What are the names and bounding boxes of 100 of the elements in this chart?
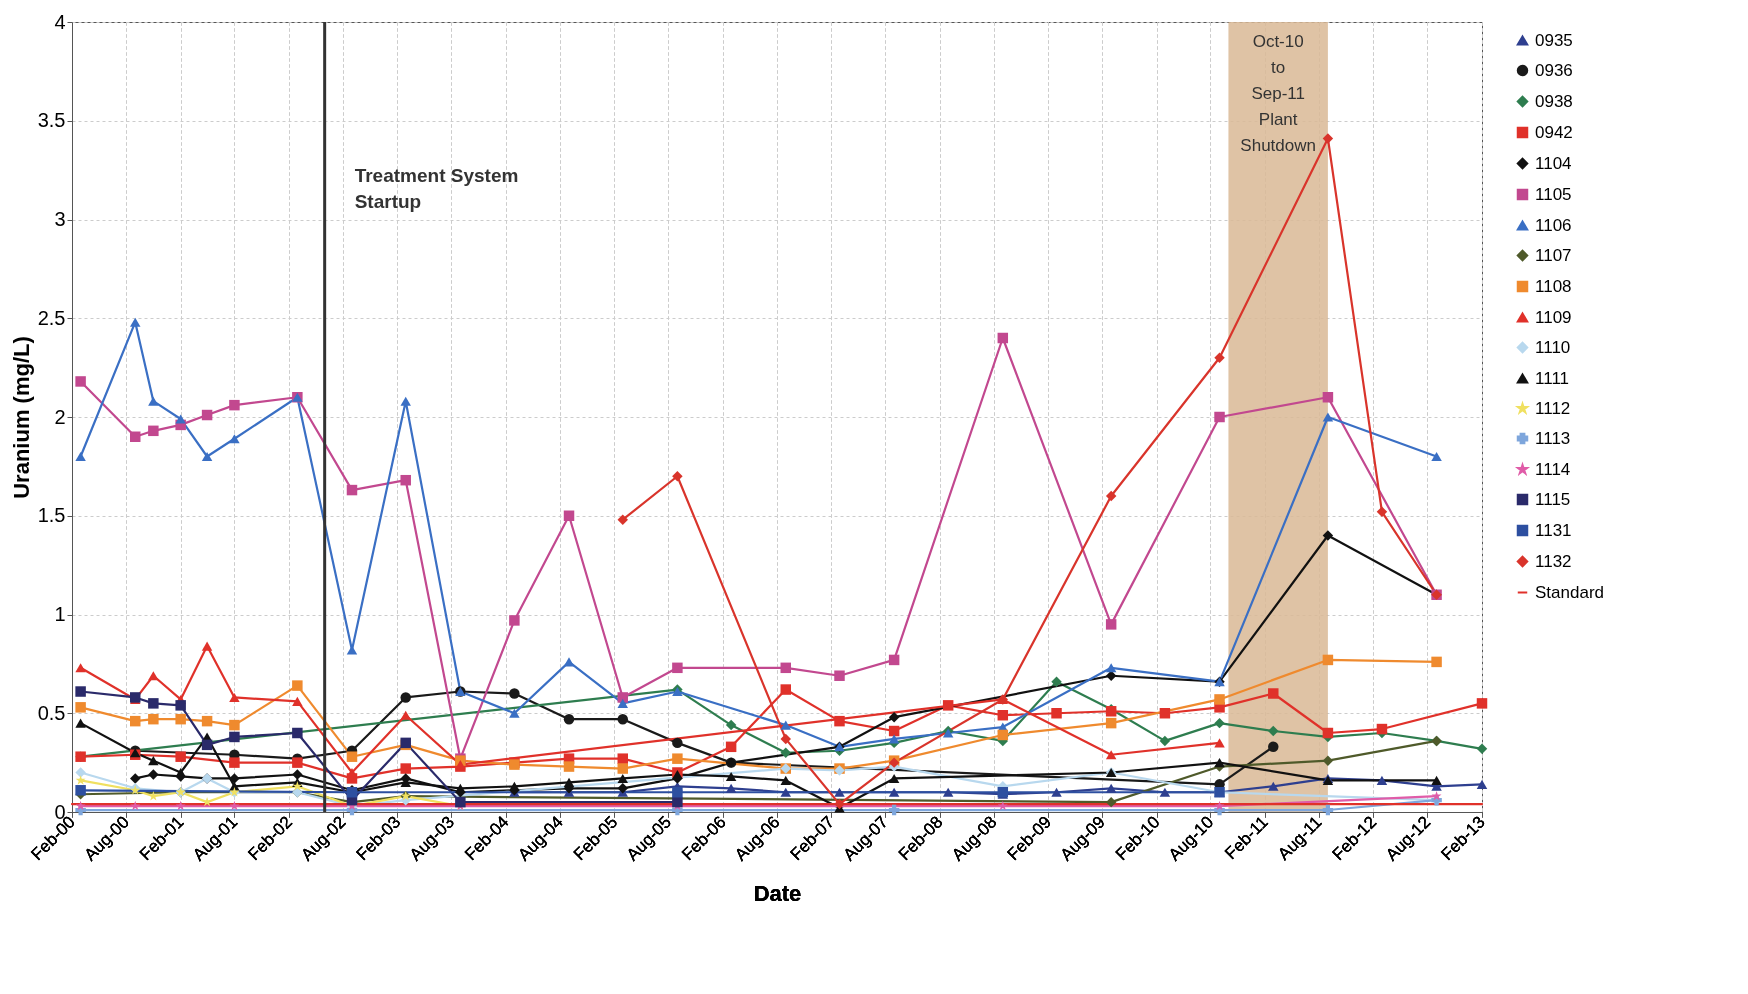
legend-label: 0938 bbox=[1535, 91, 1573, 111]
point bbox=[725, 783, 737, 793]
legend-label: 1112 bbox=[1535, 398, 1571, 418]
point bbox=[1051, 708, 1062, 719]
point bbox=[672, 753, 683, 764]
point bbox=[148, 425, 159, 437]
point bbox=[672, 662, 683, 674]
point bbox=[888, 804, 900, 816]
point bbox=[346, 484, 358, 496]
point bbox=[672, 737, 683, 749]
point bbox=[175, 751, 186, 762]
point bbox=[1159, 708, 1171, 719]
point bbox=[346, 751, 358, 762]
point bbox=[1159, 787, 1171, 797]
y-tick-label: 2.5 bbox=[37, 306, 66, 329]
point bbox=[75, 451, 86, 462]
point bbox=[75, 767, 86, 778]
point bbox=[75, 800, 86, 811]
point bbox=[130, 800, 141, 811]
point bbox=[229, 731, 240, 743]
band-label: Oct-10 to Sep-11 Plant Shutdown bbox=[1240, 32, 1316, 155]
point bbox=[229, 719, 240, 731]
point bbox=[942, 787, 954, 797]
point bbox=[1214, 352, 1225, 363]
point bbox=[292, 769, 303, 780]
point bbox=[75, 376, 86, 387]
legend-label: 1113 bbox=[1535, 428, 1571, 448]
point bbox=[1105, 783, 1117, 793]
point bbox=[1268, 781, 1279, 791]
point bbox=[1268, 725, 1279, 737]
point bbox=[1322, 133, 1334, 144]
point bbox=[1376, 506, 1388, 518]
legend-label: 1104 bbox=[1535, 153, 1572, 173]
point bbox=[997, 729, 1009, 741]
point bbox=[509, 688, 520, 699]
point bbox=[834, 798, 845, 810]
point bbox=[617, 763, 628, 774]
point bbox=[75, 775, 86, 785]
point bbox=[400, 710, 411, 720]
legend-label: 0942 bbox=[1535, 122, 1573, 142]
point bbox=[148, 769, 159, 780]
point bbox=[563, 510, 575, 521]
point bbox=[1431, 656, 1442, 668]
point bbox=[563, 713, 575, 725]
point bbox=[780, 787, 791, 797]
point bbox=[1476, 743, 1488, 755]
point bbox=[1105, 796, 1117, 808]
point bbox=[617, 713, 628, 725]
point bbox=[130, 317, 141, 327]
point bbox=[997, 709, 1009, 721]
y-tick-label: 1.5 bbox=[37, 504, 66, 527]
point bbox=[780, 733, 791, 745]
legend-label: 1132 bbox=[1535, 551, 1572, 571]
point bbox=[1431, 451, 1442, 462]
point bbox=[888, 711, 900, 723]
point bbox=[1322, 412, 1334, 422]
point bbox=[201, 451, 213, 462]
point bbox=[175, 414, 186, 424]
legend-label: 1105 bbox=[1535, 184, 1572, 204]
point bbox=[509, 708, 520, 718]
point bbox=[400, 692, 411, 703]
point bbox=[1159, 735, 1171, 747]
point bbox=[201, 739, 213, 751]
point bbox=[229, 434, 240, 444]
point bbox=[292, 727, 303, 739]
point bbox=[780, 662, 791, 674]
point bbox=[1105, 750, 1117, 760]
point bbox=[455, 796, 466, 808]
point bbox=[888, 773, 900, 783]
point bbox=[175, 800, 186, 811]
point bbox=[1376, 775, 1388, 785]
point bbox=[1268, 741, 1279, 753]
point bbox=[725, 771, 737, 781]
point bbox=[617, 753, 628, 764]
point bbox=[148, 698, 159, 709]
point bbox=[175, 713, 186, 725]
point bbox=[942, 700, 954, 711]
point bbox=[1105, 619, 1117, 630]
point bbox=[1322, 804, 1334, 816]
point bbox=[130, 715, 141, 727]
point bbox=[563, 657, 575, 667]
legend-label: 1109 bbox=[1535, 307, 1572, 327]
point bbox=[229, 757, 240, 768]
point bbox=[1214, 694, 1225, 705]
point bbox=[1476, 779, 1488, 789]
point bbox=[780, 775, 791, 785]
point bbox=[400, 763, 411, 774]
point bbox=[229, 399, 240, 411]
point bbox=[617, 698, 628, 708]
point bbox=[1105, 717, 1117, 729]
point bbox=[617, 514, 628, 525]
point bbox=[1431, 790, 1442, 801]
point bbox=[780, 747, 791, 758]
point bbox=[148, 396, 159, 406]
point bbox=[509, 615, 520, 626]
y-tick-label: 3.5 bbox=[37, 109, 66, 132]
point bbox=[725, 719, 737, 731]
point bbox=[1476, 698, 1488, 709]
ref-line-label: Treatment System Startup bbox=[354, 165, 519, 212]
point bbox=[201, 715, 213, 727]
